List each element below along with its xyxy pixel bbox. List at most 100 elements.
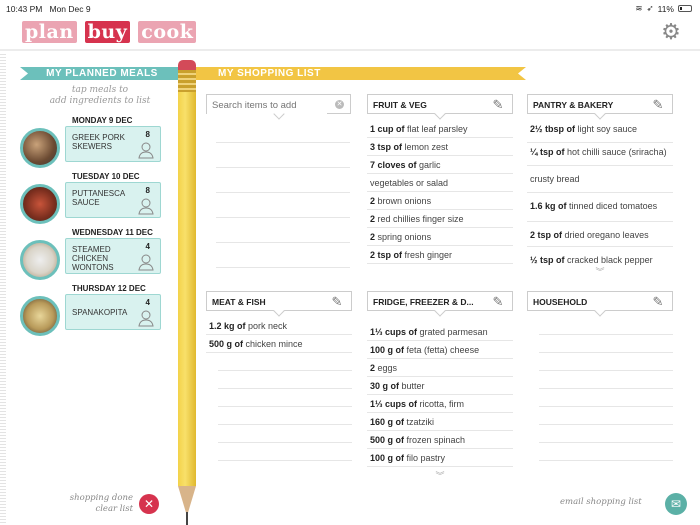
pencil-edit-icon[interactable]: ✎ (331, 294, 343, 309)
scroll-more-icon[interactable]: ︾ (435, 471, 445, 481)
category-header[interactable]: FRUIT & VEG ✎ (367, 94, 513, 120)
meal-card[interactable]: GREEK PORK SKEWERS 8 (65, 126, 161, 162)
meal-card[interactable]: SPANAKOPITA 4 (65, 294, 161, 330)
shopping-done-label: shopping done clear list (69, 493, 133, 514)
header-notch (273, 305, 285, 317)
person-icon (138, 198, 154, 215)
list-item[interactable]: 2 spring onions (367, 228, 513, 246)
category-header[interactable]: FRIDGE, FREEZER & D... ✎ (367, 291, 513, 317)
planned-meals-banner: MY PLANNED MEALS (20, 67, 178, 80)
list-item[interactable]: ¼ tsp of hot chilli sauce (sriracha) (527, 143, 673, 166)
pencil-tip (178, 486, 196, 516)
planned-meals-hint: tap meals to add ingredients to list (40, 85, 160, 107)
battery-percent: 11% (657, 3, 674, 14)
pencil-edit-icon[interactable]: ✎ (652, 294, 664, 309)
category-fridge-freezer: FRIDGE, FREEZER & D... ✎ 1⅓ cups of grat… (367, 291, 513, 481)
meal-day: MONDAY 9 DEC (72, 116, 133, 125)
meal-day: THURSDAY 12 DEC (72, 284, 146, 293)
status-bar: 10:43 PM Mon Dec 9 ≋ ➶ 11% (0, 0, 700, 16)
pencil-edit-icon[interactable]: ✎ (492, 294, 504, 309)
shopping-list-banner: MY SHOPPING LIST (196, 67, 526, 80)
tab-cook[interactable]: cook (138, 21, 197, 43)
list-item[interactable]: 1.6 kg of tinned diced tomatoes (527, 193, 673, 222)
wifi-icon: ≋ (635, 3, 643, 13)
list-item[interactable]: 30 g of butter (367, 377, 513, 395)
header-notch (434, 305, 446, 317)
meal-card[interactable]: STEAMED CHICKEN WONTONS 4 (65, 238, 161, 274)
meal-photo (20, 128, 60, 168)
category-household: HOUSEHOLD ✎ (527, 291, 673, 461)
list-item[interactable]: 100 g of feta (fetta) cheese (367, 341, 513, 359)
list-item[interactable]: 7 cloves of garlic (367, 156, 513, 174)
battery-icon (678, 5, 692, 12)
list-item[interactable]: 2 tsp of fresh ginger (367, 246, 513, 264)
pencil-ferrule (178, 70, 196, 92)
list-item[interactable]: 2½ tbsp of light soy sauce (527, 120, 673, 143)
gear-icon[interactable]: ⚙ (661, 19, 681, 44)
category-header[interactable]: HOUSEHOLD ✎ (527, 291, 673, 317)
meal-day: WEDNESDAY 11 DEC (72, 228, 153, 237)
meal-name: STEAMED CHICKEN WONTONS (72, 245, 114, 272)
category-title: PANTRY & BAKERY (533, 100, 614, 110)
list-item[interactable]: 1⅓ cups of ricotta, firm (367, 395, 513, 413)
list-item[interactable]: 2 red chillies finger size (367, 210, 513, 228)
tab-buy[interactable]: buy (84, 21, 131, 43)
category-meat-fish: MEAT & FISH ✎ 1.2 kg of pork neck 500 g … (206, 291, 352, 461)
meal-name: SPANAKOPITA (72, 308, 128, 317)
header-notch (594, 108, 606, 120)
list-item[interactable]: 3 tsp of lemon zest (367, 138, 513, 156)
side-grip (0, 52, 6, 525)
list-item[interactable]: 160 g of tzatziki (367, 413, 513, 431)
list-item[interactable]: 2 eggs (367, 359, 513, 377)
envelope-icon: ✉ (670, 497, 682, 511)
clear-list-button[interactable]: ✕ (139, 494, 159, 514)
pencil-line (186, 512, 188, 525)
list-item[interactable]: vegetables or salad (367, 174, 513, 192)
status-time: 10:43 PM Mon Dec 9 (6, 4, 91, 14)
meal-photo (20, 240, 60, 280)
list-item[interactable]: 500 g of frozen spinach (367, 431, 513, 449)
category-title: FRIDGE, FREEZER & D... (373, 297, 474, 307)
header-notch (594, 305, 606, 317)
category-header[interactable]: MEAT & FISH ✎ (206, 291, 352, 317)
hint-line-2: add ingredients to list (49, 96, 151, 106)
search-input[interactable] (207, 96, 327, 115)
pencil-edit-icon[interactable]: ✎ (492, 97, 504, 112)
list-item[interactable]: 1⅓ cups of grated parmesan (367, 323, 513, 341)
category-title: HOUSEHOLD (533, 297, 588, 307)
tab-plan[interactable]: plan (22, 21, 77, 43)
pencil-eraser (178, 60, 196, 70)
meal-name: GREEK PORK SKEWERS (72, 133, 125, 151)
search-box[interactable]: ✕ (206, 94, 351, 120)
clear-icon[interactable]: ✕ (335, 100, 344, 109)
search-results-lines (216, 118, 350, 268)
meal-serves: 8 (145, 130, 150, 139)
list-item[interactable]: ½ tsp of cracked black pepper (530, 255, 653, 265)
pencil-divider (178, 60, 196, 525)
planned-meals-title: MY PLANNED MEALS (46, 68, 158, 79)
category-header[interactable]: PANTRY & BAKERY ✎ (527, 94, 673, 120)
list-item[interactable]: 1 cup of flat leaf parsley (367, 120, 513, 138)
meal-photo (20, 184, 60, 224)
email-label: email shopping list (560, 497, 642, 507)
meal-name: PUTTANESCA SAUCE (72, 189, 125, 207)
list-item[interactable]: 1.2 kg of pork neck (206, 317, 352, 335)
shopping-list-title: MY SHOPPING LIST (218, 68, 321, 79)
meal-photo (20, 296, 60, 336)
scroll-more-icon[interactable]: ︾ (595, 267, 605, 277)
meal-day: TUESDAY 10 DEC (72, 172, 140, 181)
pencil-edit-icon[interactable]: ✎ (652, 97, 664, 112)
list-item[interactable]: 500 g of chicken mince (206, 335, 352, 353)
list-item[interactable]: 2 brown onions (367, 192, 513, 210)
location-icon: ➶ (646, 3, 654, 13)
person-icon (138, 310, 154, 327)
email-button[interactable]: ✉ (665, 493, 687, 515)
meal-serves: 4 (145, 242, 150, 251)
meal-serves: 4 (145, 298, 150, 307)
meal-card[interactable]: PUTTANESCA SAUCE 8 (65, 182, 161, 218)
list-item[interactable]: 2 tsp of dried oregano leaves (527, 222, 673, 247)
person-icon (138, 254, 154, 271)
app-header: plan buy cook ⚙ (0, 16, 700, 51)
list-item[interactable]: crusty bread (527, 166, 673, 193)
list-item[interactable]: 100 g of filo pastry (367, 449, 513, 467)
